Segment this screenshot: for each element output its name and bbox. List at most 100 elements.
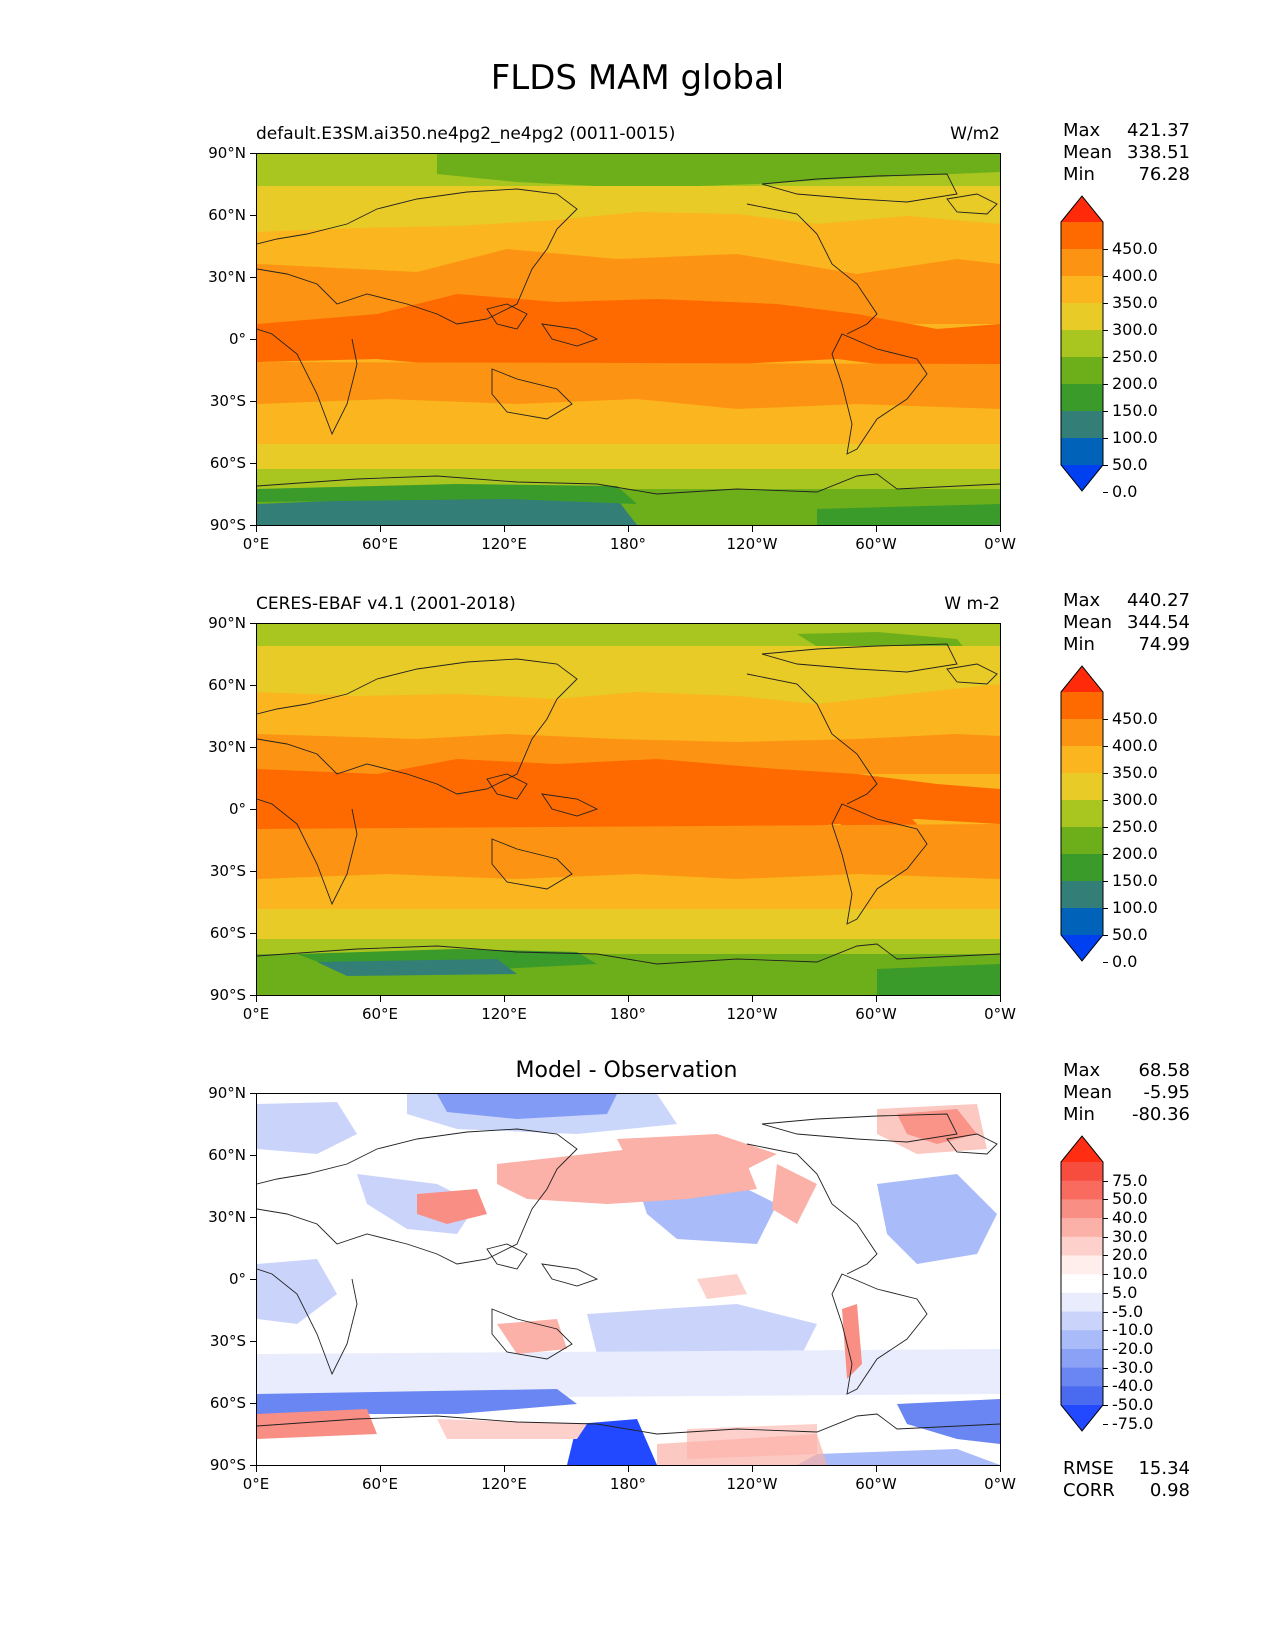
- panel-1-ytick-mark: [250, 153, 256, 154]
- panel-2-colorbar-tick: [1103, 908, 1108, 909]
- panel-3-ytick-label: 30°S: [209, 1332, 246, 1350]
- panel-2-colorbar-label: 200.0: [1112, 844, 1158, 863]
- panel-3-colorbar-label: 40.0: [1112, 1208, 1148, 1228]
- colorbar-band: [1061, 1386, 1103, 1406]
- panel-3-rmse-value: 15.34: [1138, 1458, 1190, 1479]
- panel-2-units: W m-2: [944, 594, 1000, 614]
- panel-3-rmse-label: RMSE: [1063, 1458, 1114, 1479]
- panel-2-colorbar: [1060, 665, 1104, 962]
- panel-1-stat-min-value: 76.28: [1138, 164, 1190, 185]
- panel-3-stat-max-value: 68.58: [1138, 1060, 1190, 1081]
- panel-1-xtick-label: 60°E: [361, 535, 399, 553]
- panel-1-ytick-label: 30°S: [209, 392, 246, 410]
- panel-1-colorbar-label: 100.0: [1112, 428, 1158, 447]
- panel-1-colorbar-tick: [1103, 438, 1108, 439]
- panel-1-stat-mean-label: Mean: [1063, 142, 1113, 163]
- colorbar-band: [1061, 854, 1103, 882]
- panel-2-xtick-mark: [876, 996, 877, 1002]
- colorbar-band: [1061, 1367, 1103, 1387]
- panel-3-ytick-mark: [250, 1093, 256, 1094]
- panel-1-colorbar-label: 400.0: [1112, 266, 1158, 285]
- panel-3-xtick-label: 120°E: [481, 1475, 527, 1493]
- panel-1-colorbar-label: 0.0: [1112, 482, 1138, 501]
- panel-2-colorbar-tick: [1103, 719, 1108, 720]
- panel-3-colorbar-label: -40.0: [1112, 1376, 1154, 1396]
- panel-2-colorbar-label: 450.0: [1112, 709, 1158, 728]
- panel-3-xtick-label: 180°: [609, 1475, 647, 1493]
- colorbar-band: [1061, 1236, 1103, 1256]
- panel-1-stat-max-label: Max: [1063, 120, 1101, 141]
- panel-1-units: W/m2: [950, 124, 1000, 144]
- panel-2-xtick-mark: [504, 996, 505, 1002]
- panel-3-map: [256, 1093, 1001, 1466]
- panel-1-ytick-mark: [250, 525, 256, 526]
- panel-3-colorbar-tick: [1103, 1348, 1108, 1350]
- panel-3-colorbar-tick: [1103, 1311, 1108, 1313]
- panel-2-ytick-label: 60°N: [208, 676, 246, 694]
- panel-2-colorbar-tick: [1103, 854, 1108, 855]
- panel-1-colorbar-label: 250.0: [1112, 347, 1158, 366]
- panel-1-stat-max-value: 421.37: [1127, 120, 1190, 141]
- panel-1-xtick-label: 0°E: [242, 535, 270, 553]
- panel-3-stat-mean-value: -5.95: [1143, 1082, 1190, 1103]
- panel-2-stat-min-value: 74.99: [1138, 634, 1190, 655]
- panel-3-colorbar-label: 5.0: [1112, 1282, 1138, 1302]
- panel-3-xtick-mark: [752, 1466, 753, 1472]
- panel-3-stat-min-value: -80.36: [1131, 1104, 1190, 1125]
- region-tropics: [257, 294, 1000, 374]
- colorbar-band: [1061, 827, 1103, 855]
- panel-2-xtick-mark: [752, 996, 753, 1002]
- panel-2-xtick-mark: [256, 996, 257, 1002]
- panel-3-colorbar-label: -50.0: [1112, 1395, 1154, 1414]
- panel-2-colorbar-label: 250.0: [1112, 817, 1158, 836]
- panel-2-ytick-label: 30°S: [209, 862, 246, 880]
- colorbar-band: [1061, 1348, 1103, 1369]
- colorbar-extend-max: [1061, 666, 1103, 692]
- panel-2-xtick-label: 0°W: [984, 1005, 1016, 1023]
- panel-2-ytick-label: 90°S: [209, 986, 246, 1004]
- panel-1-ytick-mark: [250, 277, 256, 278]
- colorbar-band: [1061, 1330, 1103, 1350]
- panel-3-ytick-mark: [250, 1341, 256, 1342]
- panel-2-colorbar-label: 0.0: [1112, 952, 1138, 971]
- panel-3-ytick-label: 90°N: [208, 1084, 246, 1102]
- panel-2-title: CERES-EBAF v4.1 (2001-2018): [256, 594, 516, 614]
- panel-2-xtick-label: 0°E: [242, 1005, 270, 1023]
- panel-3-xtick-label: 0°W: [984, 1475, 1016, 1493]
- panel-3-xtick-label: 60°W: [855, 1475, 897, 1493]
- panel-2-ytick-label: 90°N: [208, 614, 246, 632]
- panel-1-colorbar-tick: [1103, 357, 1108, 358]
- colorbar-band: [1061, 357, 1103, 385]
- panel-3-colorbar-label: 75.0: [1112, 1170, 1148, 1190]
- panel-1-map: [256, 153, 1001, 526]
- panel-3-ytick-mark: [250, 1155, 256, 1156]
- panel-2-colorbar-tick: [1103, 935, 1108, 936]
- panel-1-ytick-label: 0°: [228, 330, 246, 348]
- panel-2-ytick-label: 0°: [228, 800, 246, 818]
- panel-2-colorbar-label: 300.0: [1112, 790, 1158, 809]
- panel-2-ytick-mark: [250, 995, 256, 996]
- colorbar-band: [1061, 692, 1103, 720]
- panel-2-stat-max-label: Max: [1063, 590, 1101, 611]
- panel-1-colorbar-tick: [1103, 330, 1108, 331]
- colorbar-band: [1061, 719, 1103, 747]
- panel-3-xtick-mark: [380, 1466, 381, 1472]
- panel-3-colorbar-label: -75.0: [1112, 1413, 1154, 1433]
- panel-1-colorbar-tick: [1103, 411, 1108, 412]
- panel-1-xtick-mark: [876, 526, 877, 532]
- panel-3-colorbar-tick: [1103, 1180, 1108, 1182]
- panel-3-stat-max-label: Max: [1063, 1060, 1101, 1081]
- colorbar-band: [1061, 800, 1103, 828]
- region-antarctic-east: [817, 504, 1000, 525]
- panel-3-colorbar: [1060, 1135, 1104, 1432]
- region-antarctic-low: [257, 494, 637, 525]
- panel-3-xtick-mark: [628, 1466, 629, 1472]
- panel-3-xtick-mark: [256, 1466, 257, 1472]
- panel-2-ytick-label: 30°N: [208, 738, 246, 756]
- panel-3-ytick-label: 90°S: [209, 1456, 246, 1474]
- panel-2-colorbar-tick: [1103, 962, 1108, 963]
- panel-3-corr-value: 0.98: [1149, 1480, 1190, 1501]
- panel-3-colorbar-tick: [1103, 1236, 1108, 1238]
- panel-1-xtick-label: 0°W: [984, 535, 1016, 553]
- colorbar-band: [1061, 1292, 1103, 1313]
